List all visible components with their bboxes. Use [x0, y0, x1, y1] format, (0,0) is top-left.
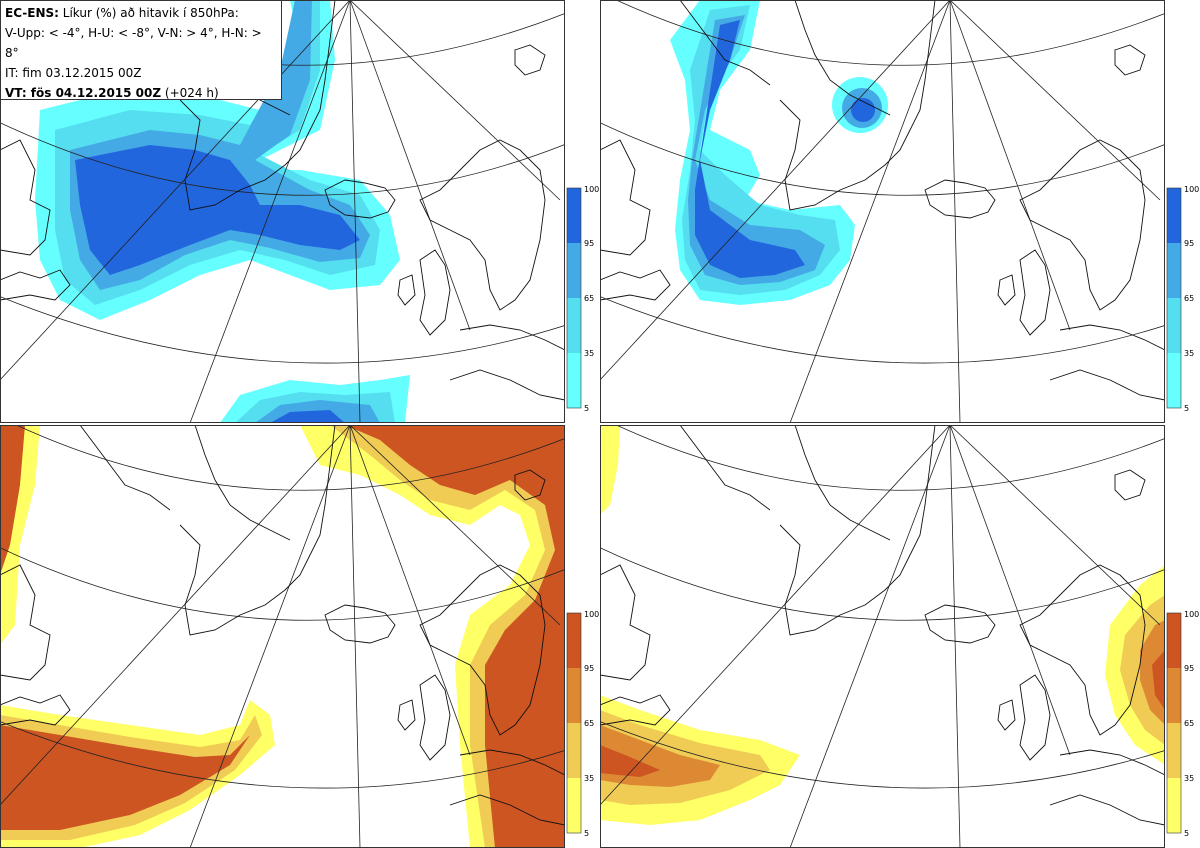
colorbar-swatch — [567, 243, 581, 298]
tick-label: 35 — [584, 349, 594, 358]
tick-label: 100 — [584, 610, 599, 619]
colorbar-swatch — [567, 723, 581, 778]
tick-label: 100 — [1184, 185, 1199, 194]
info-line-4: VT: fös 04.12.2015 00Z (+024 h) — [5, 83, 277, 103]
colorbar-swatch — [1167, 188, 1181, 243]
colorbar-swatch — [567, 668, 581, 723]
tick-label: 5 — [1184, 404, 1189, 413]
colorbar-swatch — [1167, 723, 1181, 778]
tick-label: 65 — [1184, 294, 1194, 303]
colorbar-swatch — [567, 613, 581, 668]
colorbar-swatch — [1167, 353, 1181, 408]
colorbar-lower-right: 100 95 65 35 5 — [1166, 610, 1199, 838]
product-description: Líkur (%) að hitavik í 850hPa: — [58, 6, 239, 20]
info-line-3: IT: fim 03.12.2015 00Z — [5, 66, 142, 80]
tick-label: 65 — [584, 294, 594, 303]
colorbar-swatch — [1167, 298, 1181, 353]
colorbar-swatch — [1167, 613, 1181, 668]
colorbar-frame — [566, 612, 582, 834]
model-name: EC-ENS: — [5, 6, 59, 20]
colorbar-swatch — [1167, 778, 1181, 833]
tick-label: 95 — [584, 239, 594, 248]
tick-label: 5 — [584, 829, 589, 838]
info-line-1: EC-ENS: Líkur (%) að hitavik í 850hPa: — [5, 3, 277, 23]
colorbar-swatch — [567, 778, 581, 833]
probability-field — [35, 0, 410, 423]
probability-field — [670, 0, 888, 305]
valid-time: VT: fös 04.12.2015 00Z — [5, 86, 162, 100]
colorbar-swatch — [1167, 668, 1181, 723]
tick-label: 35 — [584, 774, 594, 783]
colorbar-frame — [566, 187, 582, 409]
probability-field — [600, 425, 1165, 825]
lead-time: (+024 h) — [161, 86, 219, 100]
colorbar-frame — [1166, 612, 1182, 834]
panel-upper-left — [0, 0, 565, 423]
panel-upper-right — [600, 0, 1165, 423]
tick-label: 95 — [1184, 239, 1194, 248]
colorbar-upper-left: 100 95 65 35 5 — [566, 185, 599, 413]
panel-lower-left — [0, 425, 565, 848]
colorbar-lower-left: 100 95 65 35 5 — [566, 610, 599, 838]
tick-label: 95 — [1184, 664, 1194, 673]
tick-label: 65 — [1184, 719, 1194, 728]
tick-label: 95 — [584, 664, 594, 673]
forecast-info-box: EC-ENS: Líkur (%) að hitavik í 850hPa: V… — [0, 0, 282, 100]
tick-label: 5 — [584, 404, 589, 413]
colorbar-frame — [1166, 187, 1182, 409]
colorbar-upper-right: 100 95 65 35 5 — [1166, 185, 1199, 413]
tick-label: 100 — [1184, 610, 1199, 619]
colorbar-swatch — [567, 353, 581, 408]
tick-label: 100 — [584, 185, 599, 194]
probability-field — [0, 425, 565, 848]
tick-label: 5 — [1184, 829, 1189, 838]
tick-label: 65 — [584, 719, 594, 728]
colorbar-swatch — [1167, 243, 1181, 298]
colorbar-swatch — [567, 188, 581, 243]
tick-label: 35 — [1184, 774, 1194, 783]
info-line-2: V-Upp: < -4°, H-U: < -8°, V-N: > 4°, H-N… — [5, 26, 262, 60]
colorbar-swatch — [567, 298, 581, 353]
tick-label: 35 — [1184, 349, 1194, 358]
panel-lower-right — [600, 425, 1165, 848]
